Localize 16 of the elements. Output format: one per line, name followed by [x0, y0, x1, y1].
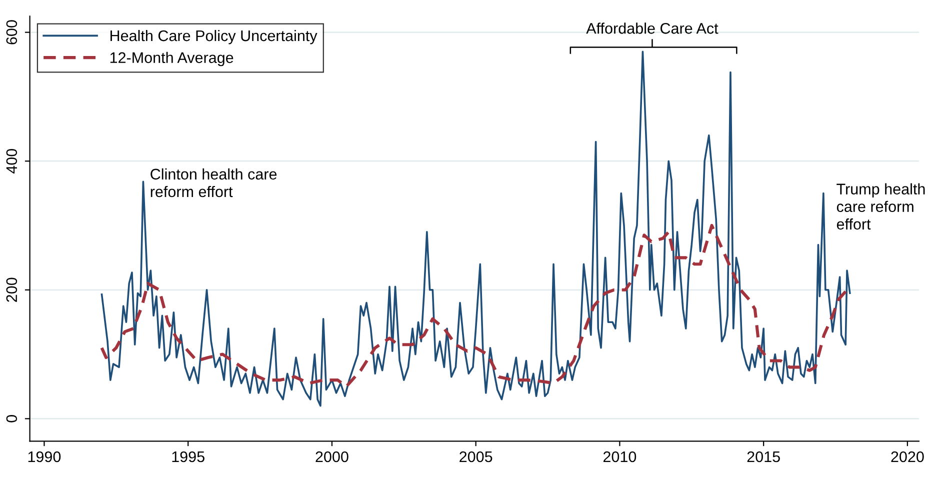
x-tick-label: 2015 — [747, 451, 780, 462]
x-tick-label: 1990 — [28, 451, 61, 462]
y-tick-label: 400 — [6, 148, 18, 174]
legend-label: 12-Month Average — [110, 52, 234, 66]
legend-label: Health Care Policy Uncertainty — [110, 30, 318, 44]
x-tick-label: 2010 — [603, 451, 636, 462]
y-tick-label: 600 — [6, 20, 18, 44]
y-tick-label: 200 — [6, 278, 18, 302]
x-tick-label: 1995 — [172, 451, 204, 462]
annotation: Trump health care reform effort — [836, 183, 925, 230]
annotation: Clinton health care reform effort — [150, 168, 277, 198]
x-tick-label: 2020 — [891, 451, 924, 462]
x-tick-label: 2005 — [460, 451, 492, 462]
y-tick-label: 0 — [6, 415, 18, 422]
annotation: Affordable Care Act — [586, 22, 718, 34]
x-tick-label: 2000 — [316, 451, 348, 462]
